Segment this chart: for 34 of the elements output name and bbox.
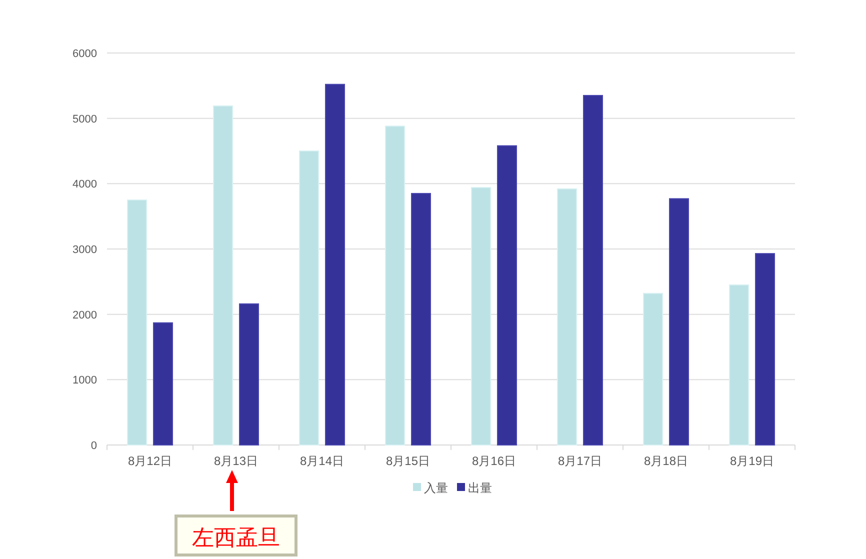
x-tick-label: 8月16日 (472, 454, 516, 468)
bar (325, 84, 345, 446)
x-tick-label: 8月13日 (214, 454, 258, 468)
x-tick-label: 8月17日 (558, 454, 602, 468)
bar (583, 94, 603, 446)
bar (385, 126, 405, 446)
bar (471, 187, 491, 446)
bar (127, 200, 147, 446)
bar (299, 150, 319, 446)
x-tick-label: 8月15日 (386, 454, 430, 468)
bar (497, 145, 517, 446)
y-tick-label: 1000 (72, 374, 97, 387)
bar (755, 253, 775, 446)
bar (153, 322, 173, 446)
y-tick-label: 6000 (72, 48, 97, 60)
bar (669, 198, 689, 446)
bar (239, 303, 259, 446)
bar (729, 284, 749, 446)
bar (557, 188, 577, 446)
y-tick-label: 5000 (72, 113, 97, 126)
y-tick-label: 2000 (72, 309, 97, 322)
text: 左西孟旦 (192, 526, 280, 551)
legend-label: 入量 (424, 481, 448, 495)
bar (213, 105, 233, 446)
x-tick-label: 8月18日 (644, 454, 688, 468)
bar (411, 192, 431, 446)
y-tick-label: 4000 (72, 178, 97, 191)
legend-label: 出量 (468, 481, 492, 495)
y-tick-label: 0 (90, 440, 97, 452)
x-tick-label: 8月14日 (300, 454, 344, 468)
x-tick-label: 8月12日 (128, 454, 172, 468)
x-tick-label: 8月19日 (730, 454, 774, 468)
bar (643, 292, 663, 446)
y-tick-label: 3000 (72, 244, 97, 256)
